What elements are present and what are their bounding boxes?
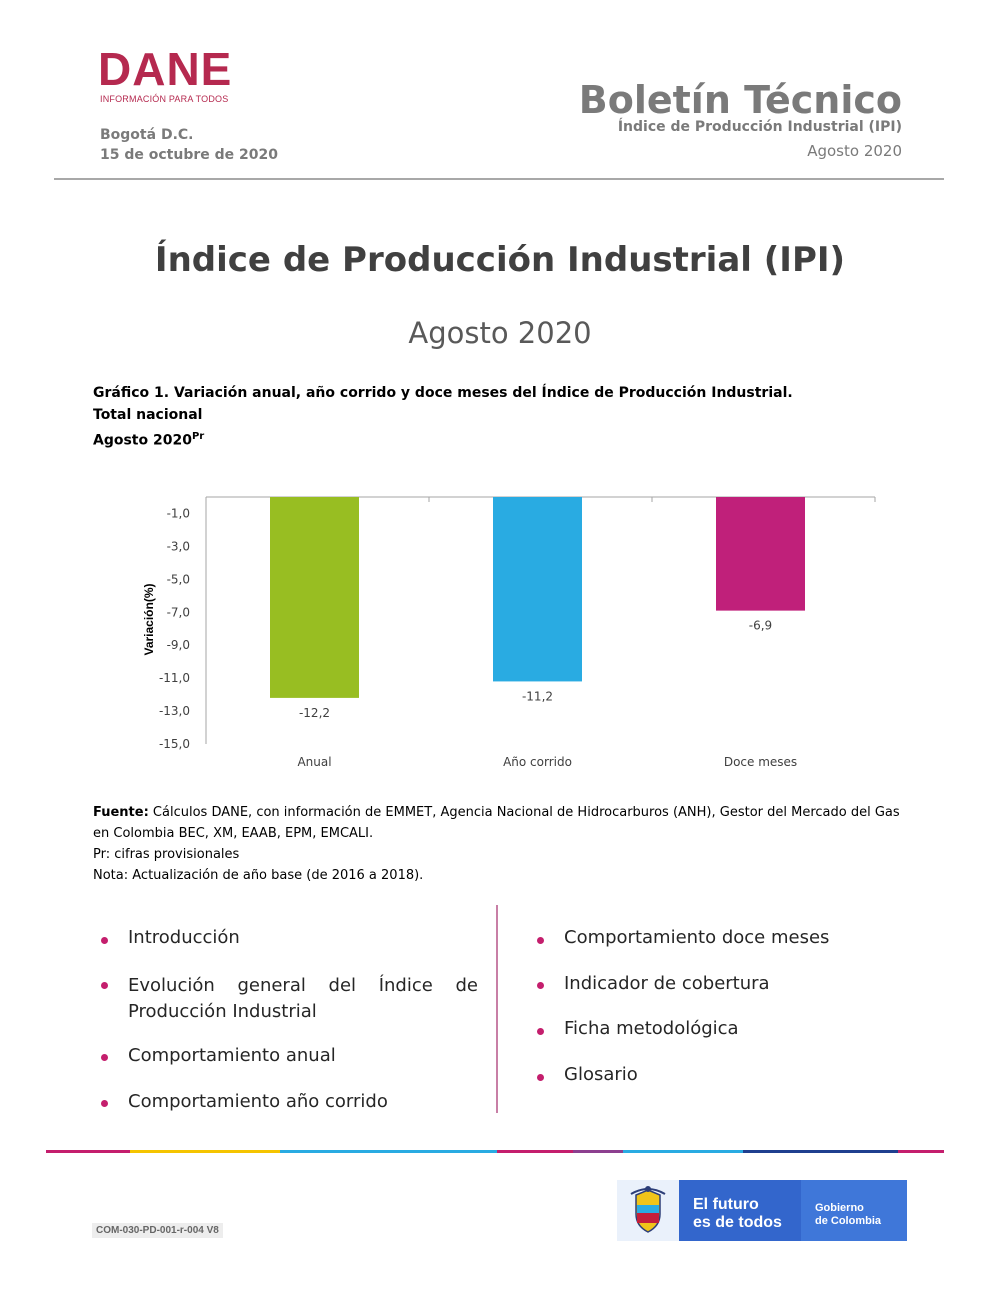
stripe-segment: [130, 1150, 280, 1153]
bullet-icon: [101, 1054, 108, 1061]
bullet-icon: [101, 1100, 108, 1107]
x-category-label: Año corrido: [503, 755, 572, 769]
toc-item-comportamiento-doce-meses[interactable]: Comportamiento doce meses: [564, 927, 830, 948]
y-axis-label: Variación(%): [142, 583, 156, 655]
y-tick-label: -5,0: [167, 572, 190, 586]
stripe-segment: [497, 1150, 573, 1153]
bulletin-period: Agosto 2020: [807, 142, 902, 160]
bullet-icon: [101, 982, 108, 989]
bulletin-title: Boletín Técnico: [578, 78, 902, 122]
gobierno-de-colombia-banner: El futuro es de todos Gobierno de Colomb…: [617, 1180, 907, 1241]
document-code: COM-030-PD-001-r-004 V8: [92, 1223, 223, 1238]
source-text: Cálculos DANE, con información de EMMET,…: [93, 805, 900, 841]
header-divider: [54, 178, 944, 180]
y-tick-label: -7,0: [167, 605, 190, 619]
bullet-icon: [537, 1028, 544, 1035]
stripe-segment: [280, 1150, 497, 1153]
bar-2: [716, 497, 805, 611]
bar-value-label: -11,2: [522, 689, 553, 703]
toc-item-comportamiento-anual[interactable]: Comportamiento anual: [128, 1045, 336, 1066]
bar-0: [270, 497, 359, 698]
figure-caption-period: Agosto 2020Pr: [93, 431, 204, 449]
gov-name-line2: de Colombia: [815, 1215, 882, 1227]
bullet-icon: [101, 937, 108, 944]
figure-caption-period-text: Agosto 2020: [93, 432, 192, 449]
city-label: Bogotá D.C.: [100, 127, 194, 143]
publication-date: 15 de octubre de 2020: [100, 147, 278, 163]
x-category-label: Anual: [297, 755, 331, 769]
figure-notes: Fuente: Cálculos DANE, con información d…: [93, 802, 908, 886]
figure-caption-superscript: Pr: [191, 431, 205, 442]
source-label: Fuente:: [93, 805, 149, 820]
y-tick-label: -13,0: [159, 704, 190, 718]
toc-item-introduccion[interactable]: Introducción: [128, 927, 240, 948]
bullet-icon: [537, 1074, 544, 1081]
y-tick-label: -1,0: [167, 506, 190, 520]
y-tick-label: -11,0: [159, 671, 190, 685]
page-period: Agosto 2020: [408, 316, 592, 350]
stripe-segment: [573, 1150, 623, 1153]
ipi-variation-bar-chart: -1,0 -3,0 -5,0 -7,0 -9,0 -11,0 -13,0 -15,0 Varia…: [142, 496, 876, 769]
bar-value-label: -6,9: [749, 619, 772, 633]
gov-slogan-line1: El futuro: [693, 1196, 759, 1213]
bulletin-subtitle: Índice de Producción Industrial (IPI): [617, 119, 902, 135]
toc-item-glosario[interactable]: Glosario: [564, 1064, 638, 1085]
bullet-icon: [537, 937, 544, 944]
bullet-icon: [537, 982, 544, 989]
y-tick-label: -15,0: [159, 737, 190, 751]
source-note: Fuente: Cálculos DANE, con información d…: [93, 802, 908, 844]
bar-value-label: -12,2: [299, 706, 330, 720]
figure-caption-scope: Total nacional: [93, 407, 203, 423]
provisional-note: Pr: cifras provisionales: [93, 847, 240, 862]
y-tick-label: -9,0: [167, 638, 190, 652]
x-category-label: Doce meses: [724, 755, 797, 769]
dane-logo: DANE: [98, 43, 233, 95]
colombia-coat-of-arms-icon: [630, 1186, 666, 1233]
base-year-note: Nota: Actualización de año base (de 2016…: [93, 868, 424, 883]
stripe-segment: [46, 1150, 130, 1153]
toc-item-evolucion-general[interactable]: Evolución general del Índice de Producci…: [128, 975, 478, 1022]
stripe-segment: [898, 1150, 944, 1153]
toc-item-indicador-cobertura[interactable]: Indicador de cobertura: [564, 973, 770, 994]
dane-logo-tagline: INFORMACIÓN PARA TODOS: [100, 94, 229, 104]
stripe-segment: [623, 1150, 743, 1153]
gov-slogan-line2: es de todos: [693, 1214, 782, 1231]
toc-item-ficha-metodologica[interactable]: Ficha metodológica: [564, 1018, 739, 1039]
page-title: Índice de Producción Industrial (IPI): [154, 240, 846, 280]
gov-name-line1: Gobierno: [815, 1202, 864, 1214]
toc-item-comportamiento-ano-corrido[interactable]: Comportamiento año corrido: [128, 1091, 388, 1112]
figure-caption-title: Gráfico 1. Variación anual, año corrido …: [93, 385, 793, 401]
stripe-segment: [743, 1150, 898, 1153]
bar-1: [493, 497, 582, 682]
gov-banner-graphic: El futuro es de todos Gobierno de Colomb…: [617, 1180, 907, 1241]
y-tick-label: -3,0: [167, 539, 190, 553]
toc-divider: [496, 905, 498, 1113]
